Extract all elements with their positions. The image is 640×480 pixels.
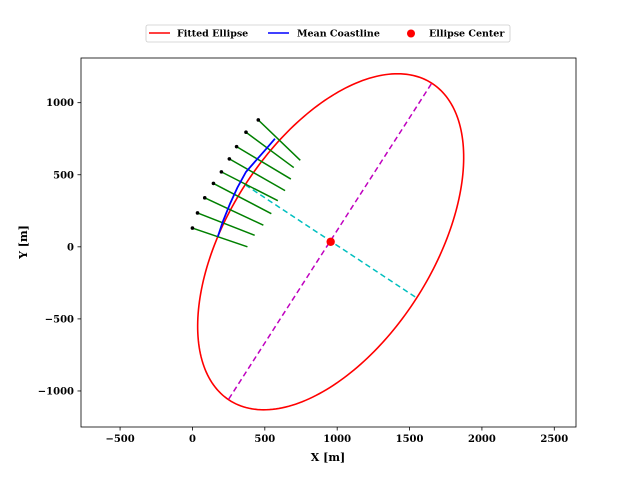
transect-start-point	[202, 196, 207, 200]
legend-box	[145, 24, 511, 43]
transect-start-point	[190, 226, 195, 230]
axes: −500 0 500 1000 1500 2000 2500 −1000 −500 0 500 100…	[38, 98, 568, 445]
transect-line	[228, 158, 286, 192]
legend-label-ellipse-center: Ellipse Center	[429, 29, 505, 40]
transect-line	[245, 131, 295, 169]
transect-line	[213, 182, 272, 215]
transect-start-point	[256, 118, 261, 122]
y-tick-label: 1000	[46, 98, 74, 109]
transect-start-point	[219, 170, 224, 174]
legend: Fitted Ellipse Mean Coastline Ellipse Ce…	[145, 24, 511, 43]
x-tick-label: 1500	[396, 434, 424, 445]
x-tick-label: 0	[189, 434, 196, 445]
transect-start-point	[244, 130, 248, 135]
x-axis-label: X [m]	[311, 451, 345, 464]
x-tick-label: −500	[105, 434, 134, 445]
plot-layer	[190, 72, 465, 411]
transect-start-point	[211, 181, 216, 186]
plot-area	[80, 57, 577, 428]
y-tick-label: 0	[67, 242, 74, 253]
x-tick-label: 2000	[468, 434, 496, 445]
transect-start-point	[234, 144, 239, 149]
transect-start-point	[227, 157, 232, 161]
x-tick-label: 500	[254, 434, 275, 445]
transect-line	[197, 212, 255, 236]
legend-label-fitted-ellipse: Fitted Ellipse	[177, 29, 248, 40]
transect-line	[236, 146, 292, 180]
y-tick-label: 500	[53, 170, 74, 181]
y-axis-label: Y [m]	[17, 225, 30, 260]
legend-label-mean-coastline: Mean Coastline	[297, 29, 380, 40]
x-tick-label: 2500	[540, 434, 568, 445]
legend-swatch-ellipse-center	[407, 29, 415, 38]
transect-start-point	[195, 211, 200, 215]
fitted-ellipse	[196, 72, 465, 411]
y-tick-label: −500	[45, 314, 74, 325]
y-tick-label: −1000	[38, 386, 74, 397]
mean-coastline	[216, 138, 276, 238]
x-tick-label: 1000	[323, 434, 351, 445]
transect-line	[221, 171, 279, 202]
transect-line	[257, 119, 301, 161]
transect-line	[192, 227, 248, 248]
transect-line	[204, 197, 264, 226]
ellipse-center-point	[326, 237, 335, 246]
